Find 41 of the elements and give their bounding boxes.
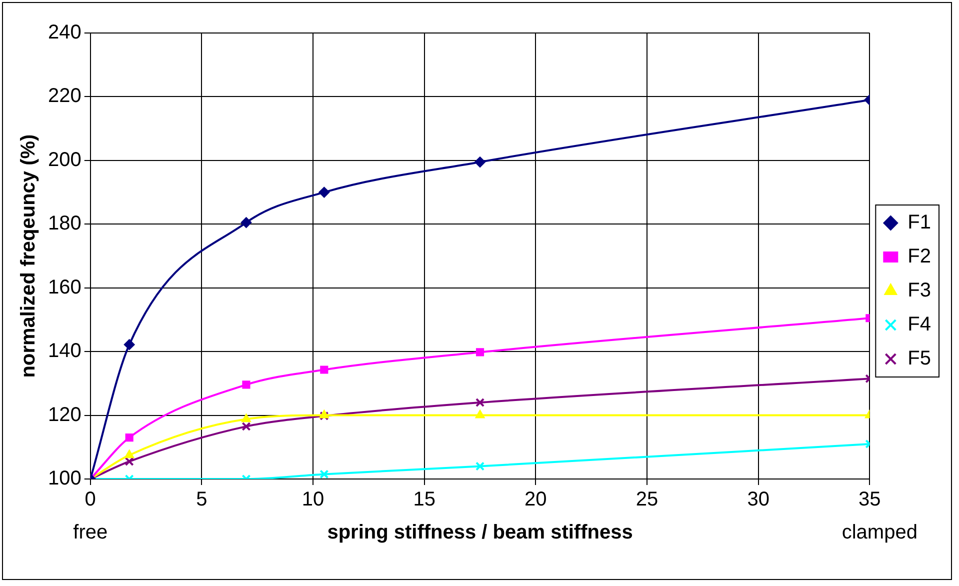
point	[475, 410, 485, 418]
legend-label: F5	[908, 348, 932, 370]
x-tick-label: 35	[858, 488, 881, 511]
text: clamped	[842, 522, 918, 544]
x-tick-label: 0	[84, 488, 96, 511]
point	[125, 434, 134, 442]
point	[242, 422, 251, 431]
x-tick-label: 10	[302, 488, 324, 511]
point	[242, 380, 250, 389]
y-tick-label: 120	[48, 404, 82, 426]
legend-label: F1	[908, 212, 932, 234]
x-tick-label: 5	[196, 488, 208, 511]
x-axis-title: spring stiffness / beam stiffness	[327, 522, 633, 544]
point	[241, 414, 252, 422]
x-tick-label: 20	[524, 488, 547, 511]
x-tick-label: 30	[747, 488, 770, 511]
point	[124, 450, 134, 458]
point	[318, 186, 330, 198]
point	[124, 456, 134, 466]
y-tick-label: 180	[48, 212, 82, 235]
y-tick-label: 140	[48, 340, 82, 362]
y-tick-label: 240	[48, 22, 82, 44]
y-tick-label: 160	[48, 276, 82, 298]
y-tick-label: 100	[48, 468, 82, 490]
point	[124, 339, 135, 350]
legend-label: F3	[908, 280, 932, 302]
text: free	[73, 522, 108, 544]
y-axis-title: normalized freqeuncy (%)	[18, 134, 40, 378]
x-tick-label: 15	[413, 488, 436, 511]
x-tick-label: 25	[636, 488, 658, 511]
point	[476, 348, 484, 356]
point	[240, 217, 252, 228]
legend-label: F2	[908, 246, 932, 268]
y-tick-label: 220	[48, 85, 82, 108]
point	[474, 156, 486, 168]
y-tick-label: 200	[48, 148, 82, 171]
point	[320, 366, 328, 374]
point	[320, 470, 329, 479]
point	[475, 462, 485, 471]
legend-label: F4	[908, 314, 932, 336]
point	[475, 398, 485, 408]
